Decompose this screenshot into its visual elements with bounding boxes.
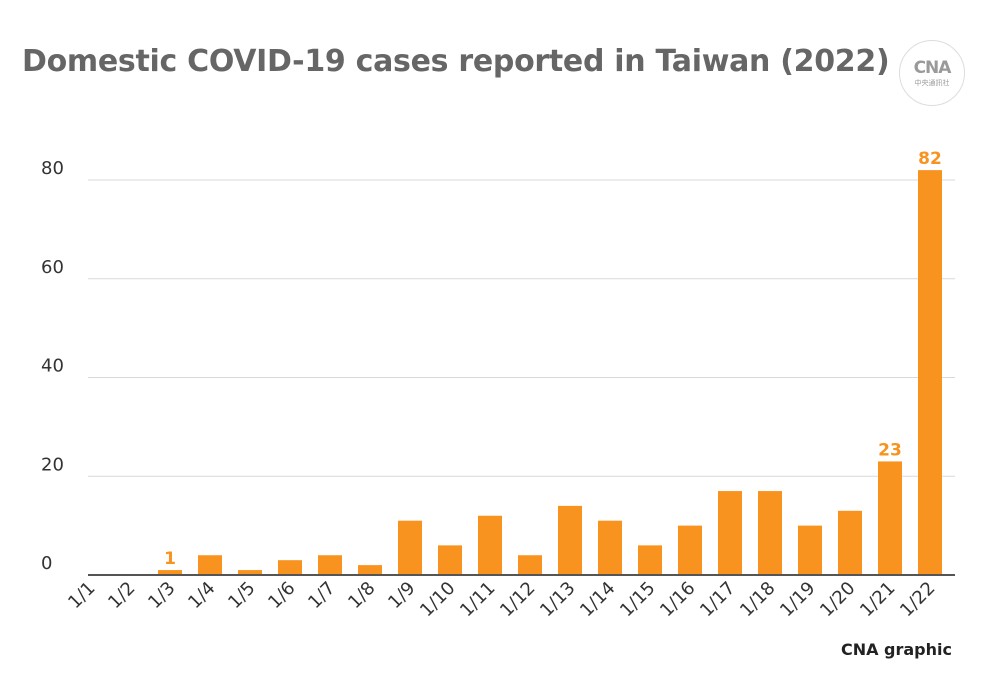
x-tick-label: 1/10 bbox=[416, 578, 459, 621]
x-tick-label: 1/19 bbox=[776, 578, 819, 621]
bar bbox=[678, 525, 702, 575]
x-tick-label: 1/6 bbox=[264, 578, 299, 613]
bar bbox=[238, 570, 262, 575]
bar bbox=[758, 491, 782, 575]
credit-text: CNA graphic bbox=[840, 640, 952, 659]
x-tick-label: 1/18 bbox=[736, 578, 779, 621]
chart-title: Domestic COVID-19 cases reported in Taiw… bbox=[22, 44, 890, 79]
bar bbox=[598, 520, 622, 575]
bar bbox=[718, 491, 742, 575]
x-tick-label: 1/9 bbox=[384, 578, 419, 613]
bar bbox=[838, 510, 862, 575]
x-tick-label: 1/12 bbox=[496, 578, 539, 621]
bar bbox=[398, 520, 422, 575]
x-tick-label: 1/5 bbox=[224, 578, 259, 613]
bar bbox=[358, 565, 382, 575]
y-tick-label: 40 bbox=[41, 356, 64, 377]
x-tick-label: 1/1 bbox=[64, 578, 99, 613]
bar bbox=[318, 555, 342, 575]
bar bbox=[158, 570, 182, 575]
bar bbox=[278, 560, 302, 575]
x-tick-label: 1/11 bbox=[456, 578, 499, 621]
bar bbox=[918, 170, 942, 575]
y-axis-ticks: 0 20 40 60 80 bbox=[41, 158, 64, 574]
x-tick-label: 1/4 bbox=[184, 578, 219, 613]
data-labels: 1 23 82 bbox=[164, 149, 942, 569]
data-label: 23 bbox=[878, 440, 902, 460]
data-label: 1 bbox=[164, 549, 176, 569]
bar bbox=[198, 555, 222, 575]
bar bbox=[638, 545, 662, 575]
x-tick-label: 1/2 bbox=[104, 578, 139, 613]
x-tick-label: 1/20 bbox=[816, 578, 859, 621]
x-tick-label: 1/7 bbox=[304, 578, 339, 613]
bars bbox=[158, 170, 942, 575]
bar bbox=[438, 545, 462, 575]
bar bbox=[878, 461, 902, 575]
x-axis-ticks: 1/1 1/2 1/3 1/4 1/5 1/6 1/7 1/8 1/91/101/111/121… bbox=[64, 578, 939, 621]
y-tick-label: 80 bbox=[41, 158, 64, 179]
logo-mark: CNA bbox=[913, 57, 952, 78]
x-tick-label: 1/15 bbox=[616, 578, 659, 621]
x-tick-label: 1/17 bbox=[696, 578, 739, 621]
logo-subtitle: 中央通訊社 bbox=[914, 78, 950, 87]
bar bbox=[558, 505, 582, 575]
x-tick-label: 1/22 bbox=[896, 578, 939, 621]
x-tick-label: 1/3 bbox=[144, 578, 179, 613]
gridlines bbox=[88, 179, 955, 477]
cna-logo: CNA 中央通訊社 bbox=[899, 40, 965, 106]
x-tick-label: 1/13 bbox=[536, 578, 579, 621]
bar bbox=[478, 515, 502, 575]
y-tick-label: 20 bbox=[41, 454, 64, 475]
bar bbox=[798, 525, 822, 575]
bar bbox=[518, 555, 542, 575]
x-tick-label: 1/14 bbox=[576, 578, 619, 621]
y-tick-label: 0 bbox=[41, 553, 52, 574]
y-tick-label: 60 bbox=[41, 257, 64, 278]
data-label: 82 bbox=[918, 149, 942, 169]
x-tick-label: 1/8 bbox=[344, 578, 379, 613]
x-tick-label: 1/16 bbox=[656, 578, 699, 621]
x-tick-label: 1/21 bbox=[856, 578, 899, 621]
